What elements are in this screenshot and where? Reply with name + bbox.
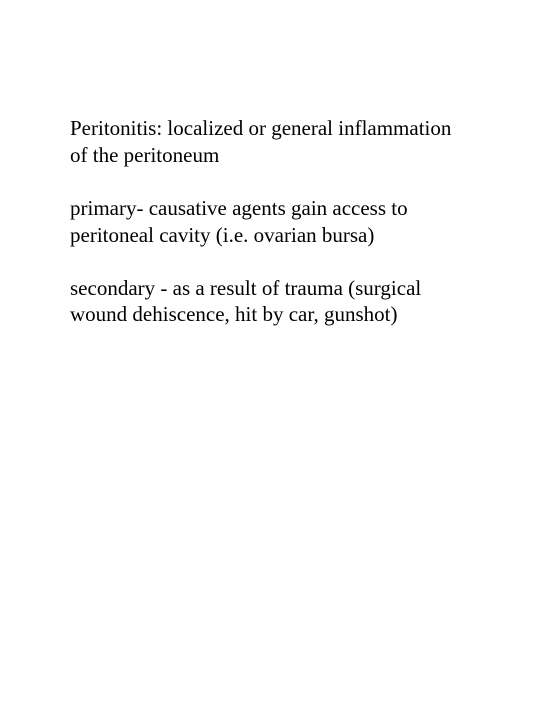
paragraph-title-def: Peritonitis: localized or general inflam… bbox=[70, 115, 470, 169]
paragraph-secondary: secondary - as a result of trauma (surgi… bbox=[70, 275, 470, 329]
paragraph-primary: primary- causative agents gain access to… bbox=[70, 195, 470, 249]
document-page: Peritonitis: localized or general inflam… bbox=[0, 0, 540, 720]
